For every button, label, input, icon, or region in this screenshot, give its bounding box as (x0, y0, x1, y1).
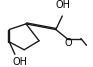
Text: OH: OH (13, 57, 28, 67)
Text: O: O (64, 38, 72, 48)
Text: OH: OH (56, 0, 71, 10)
